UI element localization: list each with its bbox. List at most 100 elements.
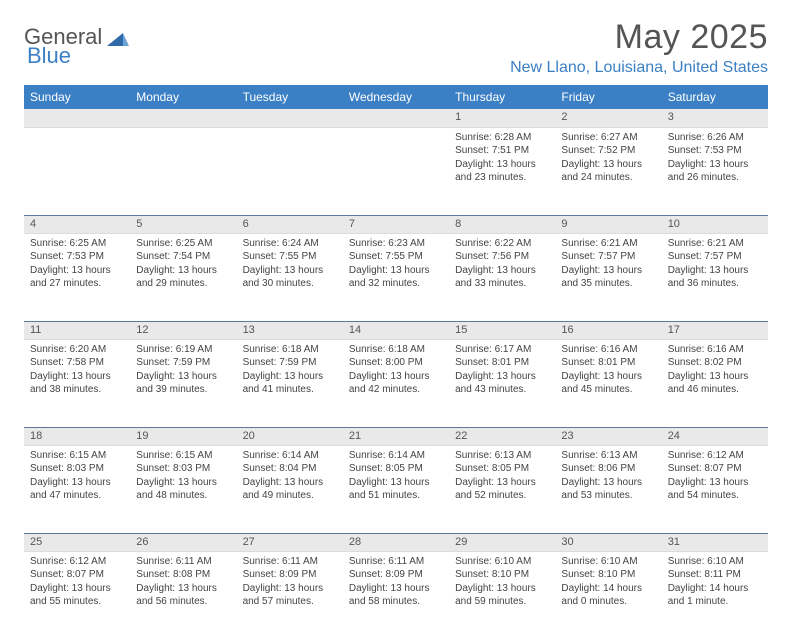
day-number-cell: 24 bbox=[662, 427, 768, 445]
sunset-text: Sunset: 8:01 PM bbox=[561, 356, 655, 370]
header: General May 2025 New Llano, Louisiana, U… bbox=[24, 18, 768, 77]
sunset-text: Sunset: 8:04 PM bbox=[243, 462, 337, 476]
day-number: 27 bbox=[243, 536, 255, 548]
day-number-cell: 18 bbox=[24, 427, 130, 445]
sunrise-text: Sunrise: 6:25 AM bbox=[30, 237, 124, 251]
daylight-text: Daylight: 13 hours and 29 minutes. bbox=[136, 264, 230, 291]
title-block: May 2025 New Llano, Louisiana, United St… bbox=[510, 18, 768, 77]
day-number: 17 bbox=[668, 324, 680, 336]
day-number: 23 bbox=[561, 430, 573, 442]
daylight-text: Daylight: 13 hours and 30 minutes. bbox=[243, 264, 337, 291]
weekday-header-row: Sunday Monday Tuesday Wednesday Thursday… bbox=[24, 85, 768, 109]
day-number: 31 bbox=[668, 536, 680, 548]
daylight-text: Daylight: 13 hours and 54 minutes. bbox=[668, 476, 762, 503]
page-title: May 2025 bbox=[510, 18, 768, 57]
daylight-text: Daylight: 13 hours and 42 minutes. bbox=[349, 370, 443, 397]
day-number-cell: 29 bbox=[449, 533, 555, 551]
daylight-text: Daylight: 13 hours and 59 minutes. bbox=[455, 582, 549, 609]
sunrise-text: Sunrise: 6:10 AM bbox=[668, 555, 762, 569]
day-number: 7 bbox=[349, 218, 355, 230]
day-number: 2 bbox=[561, 111, 567, 123]
sunrise-text: Sunrise: 6:15 AM bbox=[30, 449, 124, 463]
day-number-cell bbox=[24, 109, 130, 127]
day-detail-cell: Sunrise: 6:21 AMSunset: 7:57 PMDaylight:… bbox=[662, 233, 768, 321]
day-detail-cell: Sunrise: 6:26 AMSunset: 7:53 PMDaylight:… bbox=[662, 127, 768, 215]
detail-row: Sunrise: 6:15 AMSunset: 8:03 PMDaylight:… bbox=[24, 445, 768, 533]
daylight-text: Daylight: 13 hours and 58 minutes. bbox=[349, 582, 443, 609]
day-number: 16 bbox=[561, 324, 573, 336]
day-detail-cell: Sunrise: 6:25 AMSunset: 7:54 PMDaylight:… bbox=[130, 233, 236, 321]
day-number-cell: 9 bbox=[555, 215, 661, 233]
day-detail-cell: Sunrise: 6:14 AMSunset: 8:05 PMDaylight:… bbox=[343, 445, 449, 533]
sunrise-text: Sunrise: 6:18 AM bbox=[349, 343, 443, 357]
day-number: 29 bbox=[455, 536, 467, 548]
day-number: 19 bbox=[136, 430, 148, 442]
daylight-text: Daylight: 13 hours and 36 minutes. bbox=[668, 264, 762, 291]
sunset-text: Sunset: 7:53 PM bbox=[30, 250, 124, 264]
day-number-cell: 10 bbox=[662, 215, 768, 233]
day-detail-cell: Sunrise: 6:10 AMSunset: 8:10 PMDaylight:… bbox=[449, 551, 555, 639]
day-number: 1 bbox=[455, 111, 461, 123]
daylight-text: Daylight: 13 hours and 38 minutes. bbox=[30, 370, 124, 397]
day-number: 25 bbox=[30, 536, 42, 548]
day-number-cell: 5 bbox=[130, 215, 236, 233]
day-detail-cell: Sunrise: 6:13 AMSunset: 8:06 PMDaylight:… bbox=[555, 445, 661, 533]
daylight-text: Daylight: 13 hours and 57 minutes. bbox=[243, 582, 337, 609]
sunset-text: Sunset: 7:57 PM bbox=[561, 250, 655, 264]
day-number: 10 bbox=[668, 218, 680, 230]
weekday-header: Wednesday bbox=[343, 85, 449, 109]
weekday-header: Tuesday bbox=[237, 85, 343, 109]
day-number-cell: 13 bbox=[237, 321, 343, 339]
sunrise-text: Sunrise: 6:24 AM bbox=[243, 237, 337, 251]
day-number: 9 bbox=[561, 218, 567, 230]
daylight-text: Daylight: 13 hours and 23 minutes. bbox=[455, 158, 549, 185]
daylight-text: Daylight: 13 hours and 41 minutes. bbox=[243, 370, 337, 397]
sunrise-text: Sunrise: 6:14 AM bbox=[243, 449, 337, 463]
day-number-cell: 30 bbox=[555, 533, 661, 551]
day-detail-cell: Sunrise: 6:12 AMSunset: 8:07 PMDaylight:… bbox=[24, 551, 130, 639]
daylight-text: Daylight: 13 hours and 53 minutes. bbox=[561, 476, 655, 503]
detail-row: Sunrise: 6:20 AMSunset: 7:58 PMDaylight:… bbox=[24, 339, 768, 427]
day-detail-cell: Sunrise: 6:24 AMSunset: 7:55 PMDaylight:… bbox=[237, 233, 343, 321]
day-number-cell: 7 bbox=[343, 215, 449, 233]
day-number: 15 bbox=[455, 324, 467, 336]
sunrise-text: Sunrise: 6:19 AM bbox=[136, 343, 230, 357]
daynum-row: 123 bbox=[24, 109, 768, 127]
day-number-cell: 11 bbox=[24, 321, 130, 339]
sunset-text: Sunset: 8:07 PM bbox=[668, 462, 762, 476]
day-number-cell: 15 bbox=[449, 321, 555, 339]
sunset-text: Sunset: 8:10 PM bbox=[455, 568, 549, 582]
detail-row: Sunrise: 6:25 AMSunset: 7:53 PM Daylight:… bbox=[24, 233, 768, 321]
daylight-text: Daylight: 13 hours and 39 minutes. bbox=[136, 370, 230, 397]
sunrise-text: Sunrise: 6:21 AM bbox=[668, 237, 762, 251]
day-number-cell: 17 bbox=[662, 321, 768, 339]
day-number: 13 bbox=[243, 324, 255, 336]
sunset-text: Sunset: 8:01 PM bbox=[455, 356, 549, 370]
day-detail-cell: Sunrise: 6:11 AMSunset: 8:09 PMDaylight:… bbox=[343, 551, 449, 639]
sunrise-text: Sunrise: 6:11 AM bbox=[136, 555, 230, 569]
sunset-text: Sunset: 7:53 PM bbox=[668, 144, 762, 158]
weekday-header: Friday bbox=[555, 85, 661, 109]
sunrise-text: Sunrise: 6:14 AM bbox=[349, 449, 443, 463]
weekday-header: Thursday bbox=[449, 85, 555, 109]
weekday-header: Saturday bbox=[662, 85, 768, 109]
day-detail-cell: Sunrise: 6:15 AMSunset: 8:03 PMDaylight:… bbox=[130, 445, 236, 533]
sunrise-text: Sunrise: 6:17 AM bbox=[455, 343, 549, 357]
daylight-text: Daylight: 13 hours and 33 minutes. bbox=[455, 264, 549, 291]
day-number: 12 bbox=[136, 324, 148, 336]
daylight-text: Daylight: 13 hours and 24 minutes. bbox=[561, 158, 655, 185]
day-detail-cell: Sunrise: 6:28 AMSunset: 7:51 PMDaylight:… bbox=[449, 127, 555, 215]
day-number: 11 bbox=[30, 324, 41, 336]
sunset-text: Sunset: 7:54 PM bbox=[136, 250, 230, 264]
day-detail-cell: Sunrise: 6:19 AMSunset: 7:59 PMDaylight:… bbox=[130, 339, 236, 427]
sunset-text: Sunset: 7:57 PM bbox=[668, 250, 762, 264]
day-detail-cell: Sunrise: 6:22 AMSunset: 7:56 PMDaylight:… bbox=[449, 233, 555, 321]
day-number-cell: 25 bbox=[24, 533, 130, 551]
sunrise-text: Sunrise: 6:18 AM bbox=[243, 343, 337, 357]
day-detail-cell bbox=[343, 127, 449, 215]
weekday-header: Sunday bbox=[24, 85, 130, 109]
sunset-text: Sunset: 8:05 PM bbox=[455, 462, 549, 476]
day-number-cell: 6 bbox=[237, 215, 343, 233]
day-number-cell: 21 bbox=[343, 427, 449, 445]
day-detail-cell: Sunrise: 6:14 AMSunset: 8:04 PMDaylight:… bbox=[237, 445, 343, 533]
